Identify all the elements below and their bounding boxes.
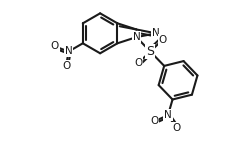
Text: N: N xyxy=(65,47,73,57)
Text: O: O xyxy=(134,58,142,68)
Text: O: O xyxy=(159,35,167,45)
Text: O: O xyxy=(150,116,159,126)
Text: O: O xyxy=(50,41,59,51)
Text: N: N xyxy=(152,28,160,38)
Text: O: O xyxy=(62,61,70,71)
Text: N: N xyxy=(164,110,172,120)
Text: N: N xyxy=(133,32,140,42)
Text: O: O xyxy=(172,123,180,133)
Text: S: S xyxy=(146,45,154,58)
